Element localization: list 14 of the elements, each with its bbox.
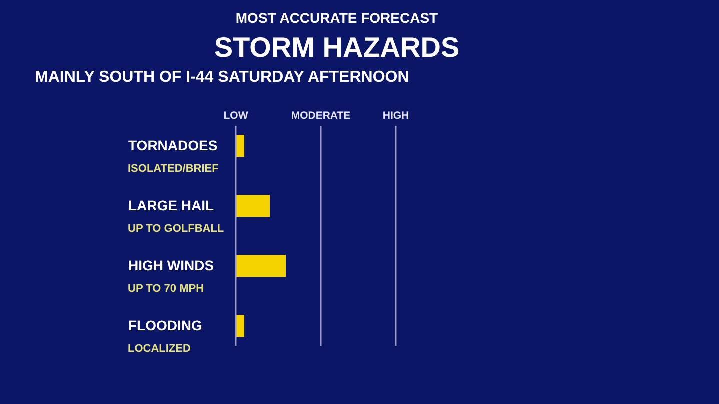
text: MOST ACCURATE FORECAST (236, 10, 439, 26)
y-tick-label: FLOODING (128, 318, 202, 334)
text: ISOLATED/BRIEF (128, 163, 220, 175)
text: UP TO GOLFBALL (128, 223, 224, 235)
chart-subtitle: MAINLY SOUTH OF I-44 SATURDAY AFTERNOON (35, 69, 410, 86)
y-tick-label: LARGE HAIL (128, 198, 214, 214)
ref-line-label: HIGH (382, 110, 410, 122)
y-tick-label: TORNADOES (128, 138, 218, 154)
y-tick-label: HIGH WINDS (128, 258, 214, 274)
text: LOCALIZED (128, 343, 191, 355)
text: UP TO 70 MPH (128, 283, 204, 295)
chart-title: STORM HAZARDS (214, 32, 460, 63)
ref-line-label: LOW (224, 110, 248, 122)
ref-line-label: MODERATE (291, 110, 351, 122)
